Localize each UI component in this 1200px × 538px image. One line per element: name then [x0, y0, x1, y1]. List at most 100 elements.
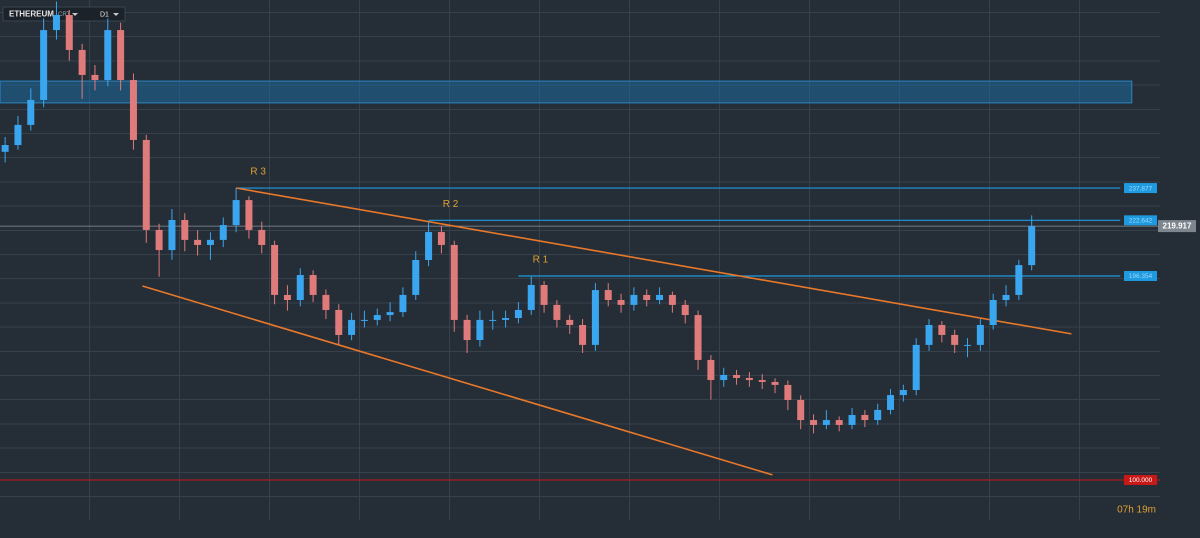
trendline [235, 187, 1072, 335]
candle-body [476, 319, 484, 341]
candle-body [450, 244, 458, 320]
current-price-tag [1158, 220, 1196, 233]
candle-body [78, 49, 86, 75]
candle-body [938, 325, 946, 335]
candle-body [1, 145, 9, 152]
trendline [142, 285, 773, 476]
price-tag-label: 222.642 [1129, 218, 1153, 225]
candle-body [40, 30, 48, 100]
candle-body [373, 315, 381, 320]
candle-body [617, 300, 625, 305]
candle-body [1015, 265, 1023, 295]
price-tag-label: 237.877 [1129, 185, 1153, 192]
candle-body [899, 390, 907, 396]
resistance-zone [0, 80, 1133, 104]
candle-body [810, 420, 818, 425]
candle-body [399, 294, 407, 313]
price-tag [1124, 215, 1157, 226]
candle-body [925, 325, 933, 345]
candle-body [591, 290, 599, 345]
candle-body [912, 344, 920, 391]
candle-body [502, 318, 510, 320]
candle-body [758, 380, 766, 382]
candle-body [553, 304, 561, 320]
candle-body [65, 15, 73, 50]
candle-body [348, 319, 356, 335]
level-name: R 1 [533, 255, 549, 266]
candle-body [771, 381, 779, 385]
candle-body [797, 399, 805, 421]
candle-body [668, 294, 676, 305]
current-price-label: 219.917 [1163, 222, 1192, 231]
candle-body [733, 374, 741, 378]
candle-body [745, 377, 753, 381]
candle-body [463, 319, 471, 341]
candle-body [656, 294, 664, 301]
candle-body [271, 244, 279, 295]
candle-body [643, 294, 651, 301]
level-name: R 2 [443, 199, 459, 210]
candle-body [707, 359, 715, 381]
price-tag [1124, 474, 1157, 485]
candle-body [527, 284, 535, 310]
candle-body [784, 384, 792, 400]
candle-body [309, 275, 317, 295]
candle-body [1028, 226, 1036, 266]
candle-body [104, 30, 112, 81]
instrument[interactable]: ETHEREUM [9, 10, 54, 19]
candle-body [887, 395, 895, 410]
candle-body [283, 294, 291, 301]
candle-body [52, 15, 60, 31]
countdown: 07h 19m [1117, 505, 1156, 516]
dropdown-arrow[interactable] [113, 13, 119, 16]
toolbar [2, 6, 126, 22]
candle-body [425, 232, 433, 261]
candle-body [181, 219, 189, 240]
candle-body [1002, 294, 1010, 301]
candle-body [142, 139, 150, 230]
price-tag-label: 100.000 [1129, 477, 1153, 484]
candle-body [27, 99, 35, 125]
candle-body [694, 315, 702, 360]
candle-body [874, 409, 882, 421]
candle-body [206, 239, 214, 245]
candle-body [976, 325, 984, 345]
candle-body [232, 200, 240, 226]
candle-body [848, 414, 856, 425]
candle-body [835, 420, 843, 425]
candle-body [630, 294, 638, 305]
candle-body [514, 309, 522, 319]
candle-body [335, 309, 343, 335]
candle-body [360, 319, 368, 321]
candle-body [219, 225, 227, 240]
dropdown-arrow[interactable] [72, 13, 78, 16]
candle-body [604, 290, 612, 301]
level-name: R 3 [250, 167, 266, 178]
timeframe[interactable]: D1 [100, 11, 109, 18]
candle-body [155, 229, 163, 251]
candle-body [681, 304, 689, 316]
candle-body [91, 74, 99, 81]
candle-body [566, 319, 574, 326]
candle-body [489, 319, 497, 321]
candle-body [861, 414, 869, 421]
candle-body [322, 294, 330, 310]
price-tag [1124, 270, 1157, 281]
candle-body [540, 284, 548, 305]
candle-body [117, 30, 125, 81]
price-tag-label: 196.354 [1129, 273, 1153, 280]
price-tag [1124, 183, 1157, 194]
candle-body [989, 300, 997, 326]
candle-body [951, 334, 959, 345]
candle-body [14, 124, 22, 146]
candle-body [579, 325, 587, 345]
candle-body [412, 260, 420, 295]
candle-body [437, 232, 445, 245]
candle-body [720, 374, 728, 381]
candle-body [245, 200, 253, 230]
candle-body [296, 275, 304, 301]
candle-body [964, 344, 972, 346]
account[interactable]: CRT [58, 12, 71, 18]
